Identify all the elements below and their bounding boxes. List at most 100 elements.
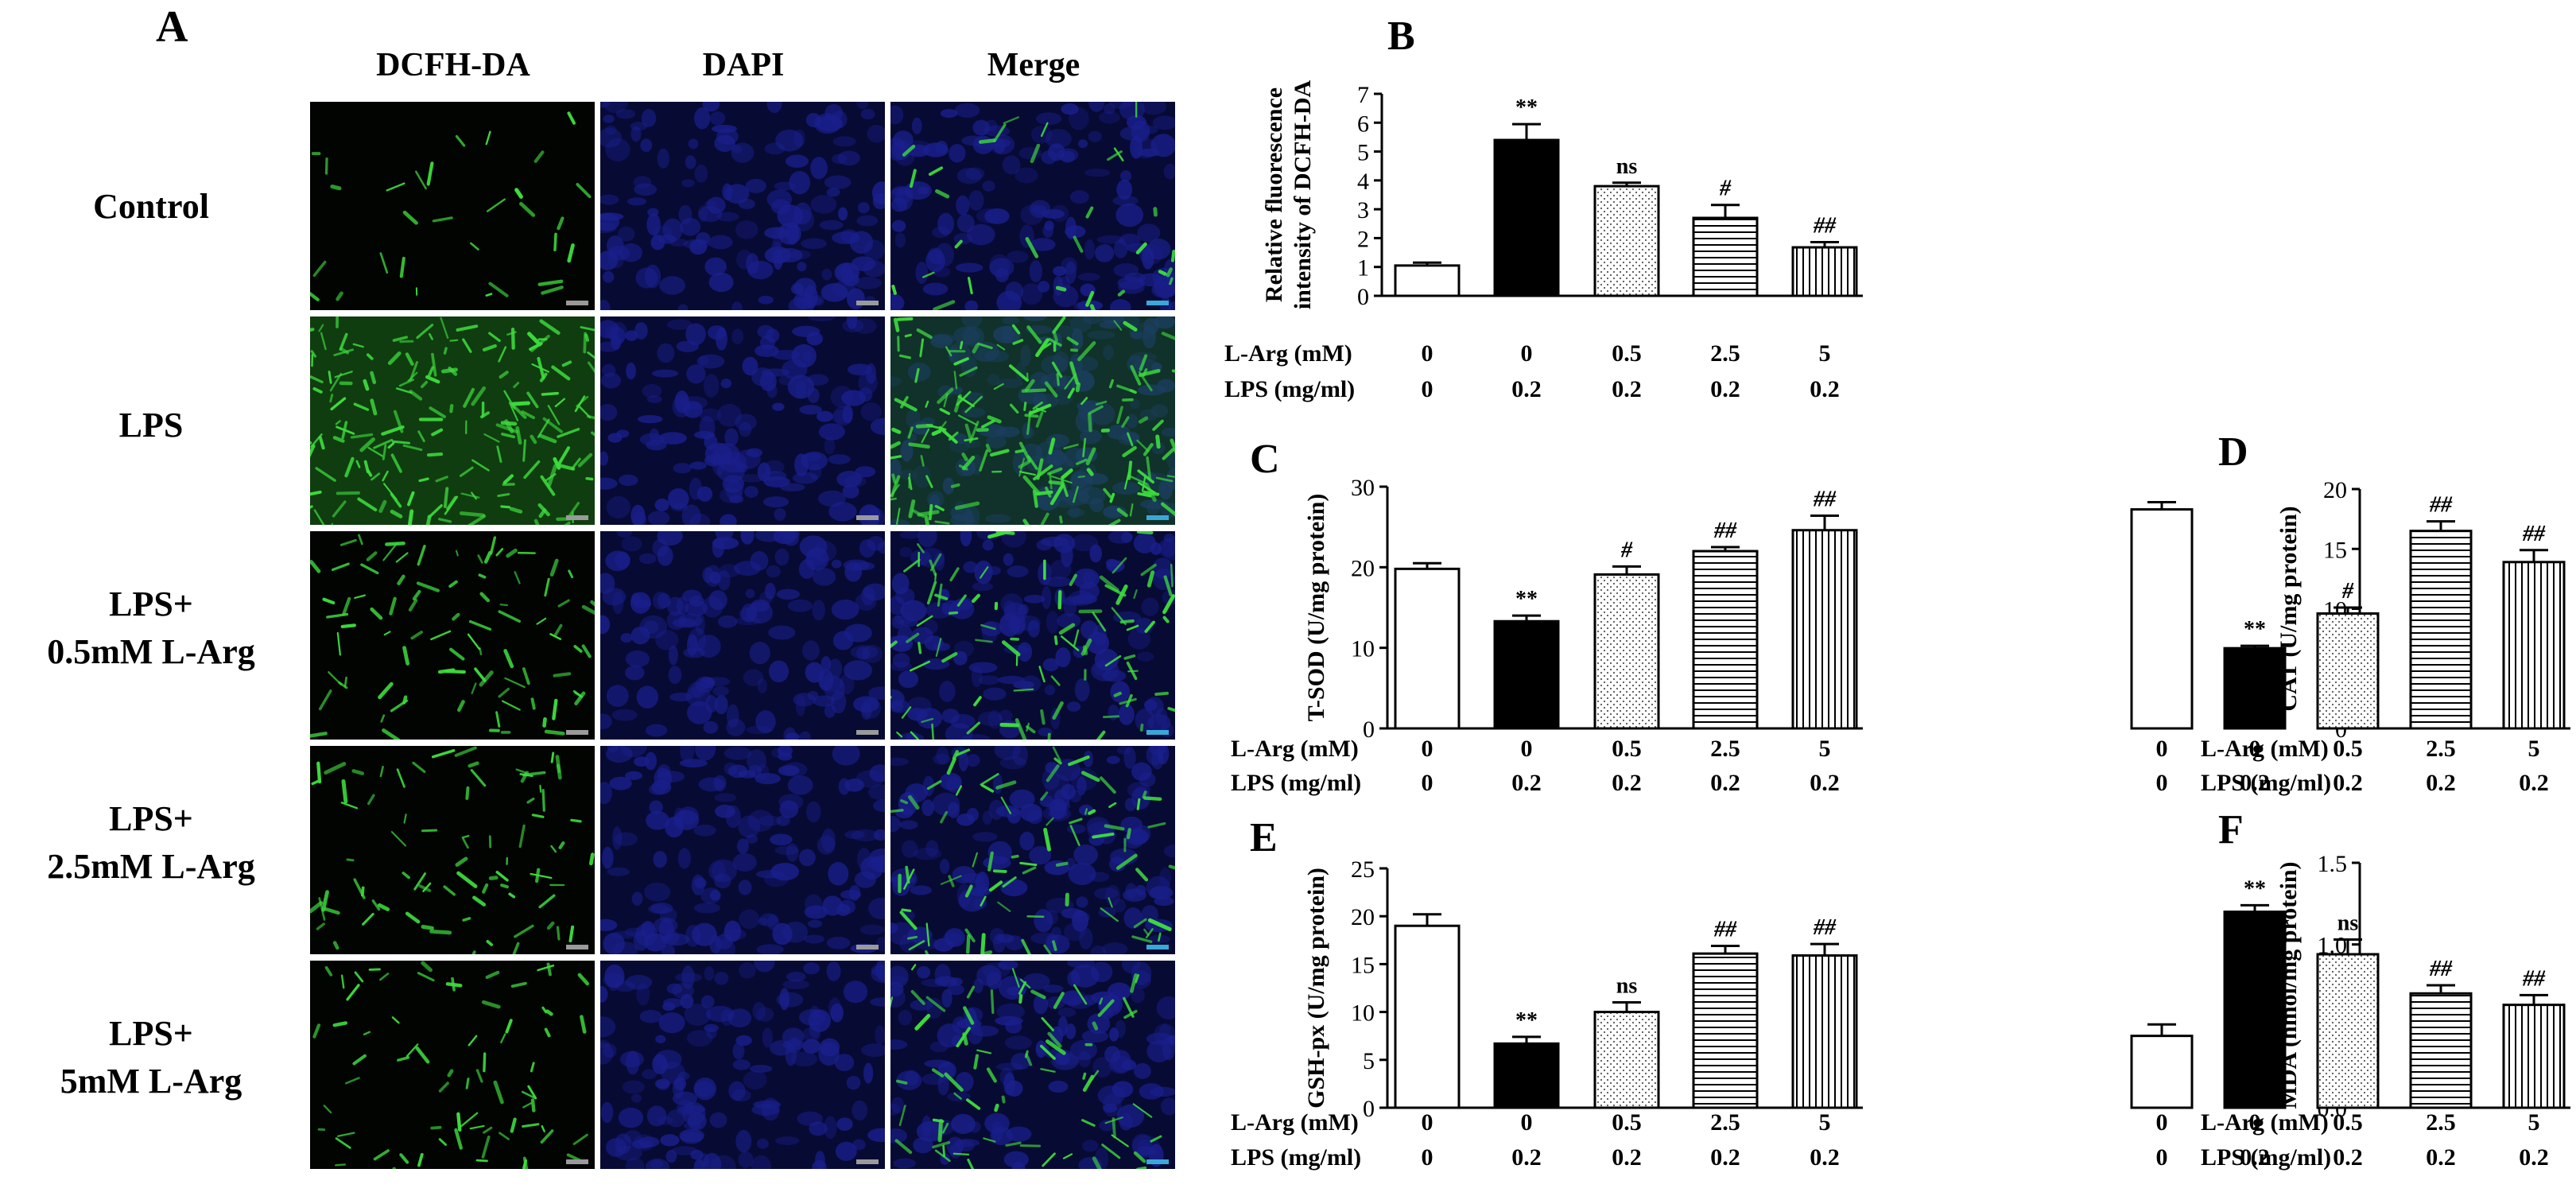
table-row-label: LPS (mg/ml) xyxy=(1231,1144,1361,1171)
table-cell: 0.2 xyxy=(2519,770,2549,796)
bar xyxy=(2502,561,2566,730)
bar xyxy=(2502,1004,2566,1109)
significance-label: ns xyxy=(2337,911,2359,936)
table-row-label: LPS (mg/ml) xyxy=(2201,1144,2331,1171)
micrograph-merge-row-5 xyxy=(890,961,1175,1169)
table-cell: 0 xyxy=(2156,1109,2168,1136)
significance-label: ## xyxy=(2522,966,2546,991)
table-row-label: LPS (mg/ml) xyxy=(1224,376,1355,402)
significance-label: ** xyxy=(1515,587,1538,612)
panel-letter-b: B xyxy=(1387,14,1415,59)
scale-bar xyxy=(566,515,588,520)
panel-letter-d: D xyxy=(2218,429,2248,475)
table-cell: 0 xyxy=(2156,770,2168,796)
table-cell: 0.2 xyxy=(1612,1144,1642,1171)
row-label-line: 0.5mM L-Arg xyxy=(47,632,255,671)
y-tick-label: 15 xyxy=(2323,537,2347,563)
scale-bar xyxy=(1146,730,1169,735)
row-label-line: Control xyxy=(93,187,209,226)
y-tick-label: 1 xyxy=(1357,255,1369,282)
y-tick-label: 5 xyxy=(1357,140,1369,166)
scale-bar xyxy=(566,1159,588,1164)
significance-label: ** xyxy=(2244,876,2266,901)
bar xyxy=(1791,954,1858,1109)
significance-label: ** xyxy=(2244,617,2266,642)
table-cell: 0 xyxy=(1422,1144,1433,1171)
scale-bar xyxy=(1146,945,1169,949)
table-cell: 0.2 xyxy=(2519,1144,2549,1171)
y-tick-label: 0 xyxy=(1357,284,1369,310)
y-axis-label: T-SOD (U/mg protein) xyxy=(1303,494,1329,722)
table-cell: 2.5 xyxy=(1710,736,1740,762)
y-tick-label: 6 xyxy=(1357,111,1369,137)
table-row-label: L-Arg (mM) xyxy=(2201,736,2329,762)
scale-bar xyxy=(566,730,588,735)
table-cell: 0 xyxy=(1521,340,1533,367)
row-label-line: 5mM L-Arg xyxy=(60,1062,242,1101)
row-label-lps-5mm-l-arg: LPS+ 5mM L-Arg xyxy=(0,1010,302,1105)
significance-label: ## xyxy=(1813,214,1837,239)
y-axis-label: GSH-px (U/mg protein) xyxy=(1303,868,1329,1109)
y-tick-label: 1.5 xyxy=(2318,851,2348,877)
y-tick-label: 2 xyxy=(1357,226,1369,252)
table-cell: 0.5 xyxy=(1612,1109,1642,1136)
bar xyxy=(1394,567,1461,730)
table-cell: 2.5 xyxy=(2426,1109,2456,1136)
panel-letter-f: F xyxy=(2218,807,2244,852)
micrograph-dcfh-row-2 xyxy=(310,316,595,525)
significance-label: ** xyxy=(1515,95,1538,120)
y-tick-label: 20 xyxy=(1351,555,1375,581)
table-cell: 5 xyxy=(1819,736,1831,762)
table-cell: 0 xyxy=(2249,736,2261,762)
table-cell: 0.5 xyxy=(1612,736,1642,762)
table-cell: 0.2 xyxy=(2333,770,2363,796)
table-cell: 0.2 xyxy=(2240,770,2270,796)
panel-a-micrograph-grid: A DCFH-DA DAPI Merge Control LPS LPS+ 0.… xyxy=(0,0,1193,1196)
micrograph-dcfh-row-4 xyxy=(310,746,595,954)
scale-bar xyxy=(856,301,879,305)
table-cell: 0.5 xyxy=(1612,340,1642,367)
table-cell: 0.2 xyxy=(1810,770,1840,796)
table-cell: 0.5 xyxy=(2333,736,2363,762)
bar xyxy=(2409,992,2473,1109)
chart-panel-d: D05101520CAT (U/mg protein)**#####L-Arg … xyxy=(2130,429,2570,796)
table-cell: 5 xyxy=(1819,340,1831,367)
row-label-line: LPS+ xyxy=(109,584,193,623)
table-cell: 0.2 xyxy=(1511,770,1542,796)
table-row-label: L-Arg (mM) xyxy=(2201,1109,2329,1136)
row-label-line: 2.5mM L-Arg xyxy=(47,847,255,886)
row-label-line: LPS+ xyxy=(109,1014,193,1053)
table-cell: 0 xyxy=(1422,376,1433,402)
significance-label: ## xyxy=(2429,493,2453,518)
y-tick-label: 15 xyxy=(1351,952,1375,978)
table-cell: 0 xyxy=(1422,1109,1433,1136)
table-cell: 0.2 xyxy=(1710,376,1740,402)
bar xyxy=(2316,953,2380,1109)
table-cell: 5 xyxy=(1819,1109,1831,1136)
table-cell: 0.2 xyxy=(1511,1144,1542,1171)
panel-letter-c: C xyxy=(1250,437,1280,482)
y-tick-label: 30 xyxy=(1351,475,1375,501)
significance-label: # xyxy=(1719,177,1732,201)
y-tick-label: 7 xyxy=(1357,82,1369,108)
row-label-lps-2-5mm-l-arg: LPS+ 2.5mM L-Arg xyxy=(0,795,302,891)
row-label-lps-0-5mm-l-arg: LPS+ 0.5mM L-Arg xyxy=(0,581,302,676)
significance-label: ** xyxy=(1515,1008,1538,1033)
bar xyxy=(1593,1011,1660,1109)
panel-letter-a: A xyxy=(156,2,188,52)
table-row-label: L-Arg (mM) xyxy=(1231,736,1359,762)
micrograph-dcfh-row-1 xyxy=(310,102,595,310)
table-row-label: LPS (mg/ml) xyxy=(2201,770,2331,796)
bar xyxy=(1493,138,1560,297)
scale-bar xyxy=(1146,1159,1169,1164)
micrograph-merge-row-3 xyxy=(890,531,1175,740)
table-cell: 0.2 xyxy=(1810,1144,1840,1171)
table-cell: 0.2 xyxy=(2426,1144,2456,1171)
bar xyxy=(2409,530,2473,730)
significance-label: ## xyxy=(1813,487,1837,511)
y-tick-label: 10 xyxy=(1351,636,1375,662)
y-tick-label: 20 xyxy=(2323,477,2347,503)
bar xyxy=(1593,573,1660,730)
